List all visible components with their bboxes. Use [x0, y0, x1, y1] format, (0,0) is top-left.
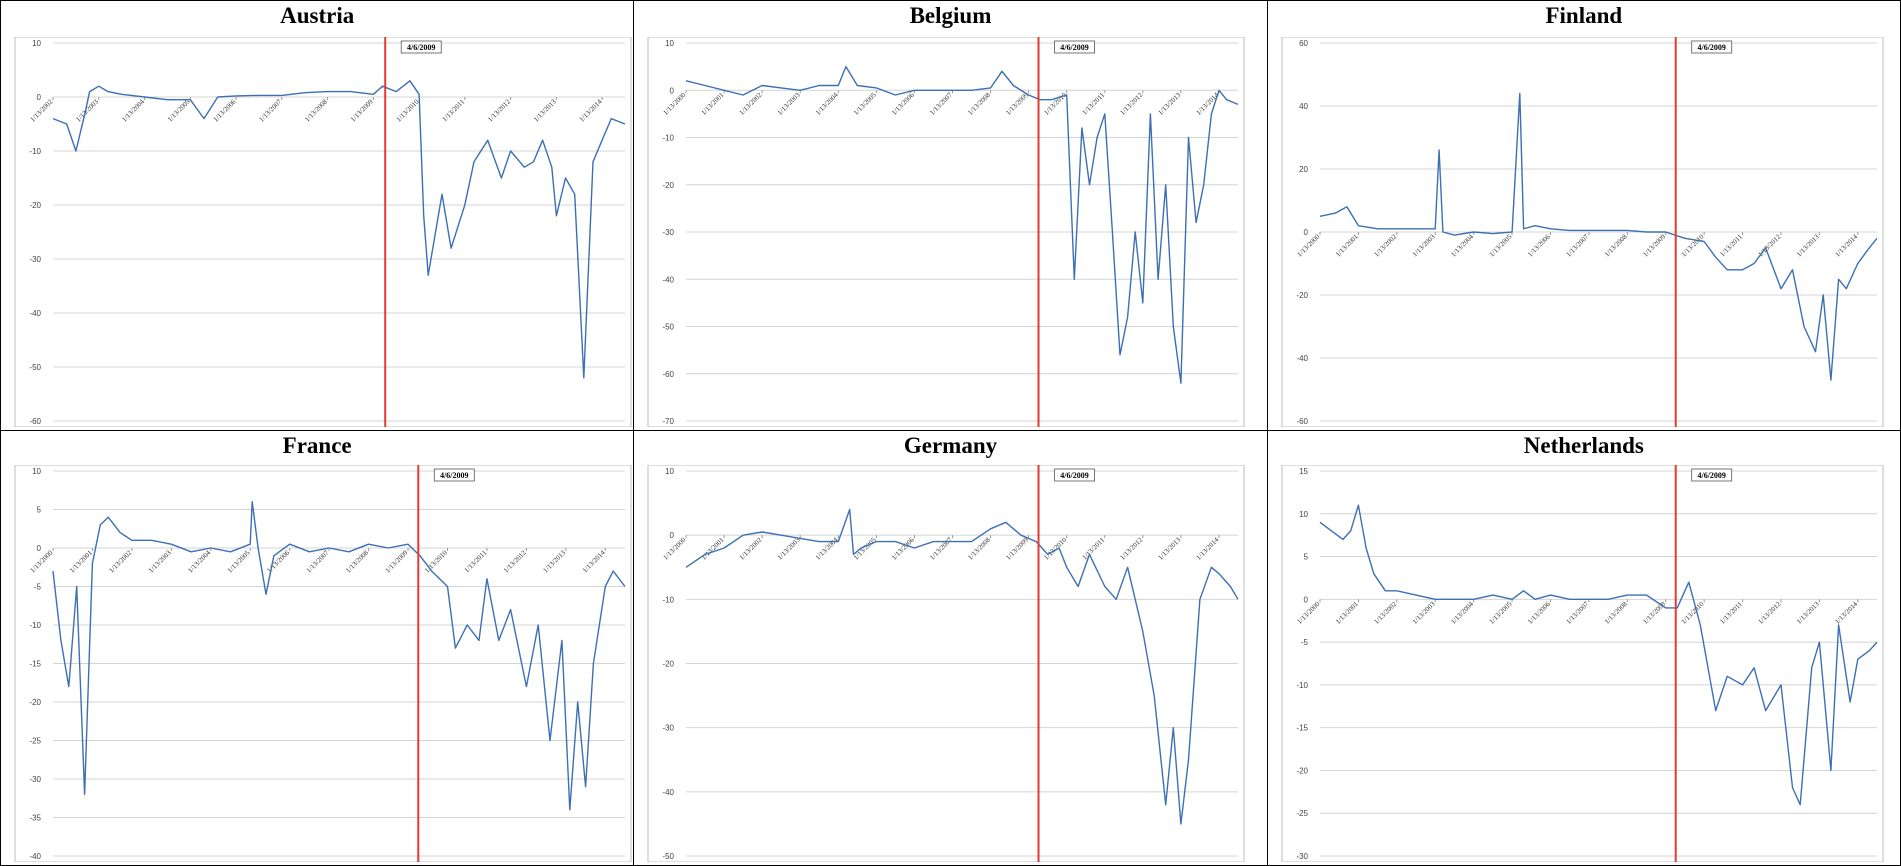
- event-marker-box: [1690, 468, 1732, 482]
- panel-title-netherlands: Netherlands: [1523, 433, 1644, 458]
- y-tick-label: -35: [29, 814, 41, 823]
- y-tick-label: -25: [29, 737, 41, 746]
- panel-title-germany: Germany: [903, 433, 998, 458]
- event-marker-box: [1054, 40, 1096, 54]
- y-tick-label: -15: [29, 660, 41, 669]
- y-tick-label: -30: [663, 228, 675, 237]
- event-marker-label: 4/6/2009: [407, 43, 435, 52]
- y-tick-label: 20: [1299, 165, 1308, 174]
- y-tick-label: 0: [670, 86, 675, 95]
- y-tick-label: -60: [29, 417, 41, 426]
- panel-france: France 10 5 0 -5 -10 -15 -20 -25 -30 -35 -40 1/13/20…: [0, 430, 635, 866]
- y-tick-label: -40: [29, 309, 41, 318]
- y-tick-label: -30: [29, 255, 41, 264]
- y-tick-label: -40: [663, 788, 675, 797]
- y-tick-label: -20: [1296, 766, 1308, 775]
- y-tick-label: -10: [29, 621, 41, 630]
- chart-belgium: 100-10-20-30-40-50-60-701/13/2000 1/13/20…: [647, 37, 1245, 427]
- plot-area: [14, 37, 632, 427]
- y-tick-label: -25: [1296, 809, 1308, 818]
- event-marker-label: 4/6/2009: [1061, 471, 1089, 480]
- chart-austria: 100-10-20-30-40-50-601/13/2002 1/13/2003 1…: [14, 37, 632, 427]
- y-tick-label: -50: [663, 323, 675, 332]
- event-marker-box: [433, 468, 475, 482]
- data-series-line: [685, 508, 1239, 825]
- y-tick-label: 60: [1299, 39, 1308, 48]
- chart-germany: 100-10-20-30-40-501/13/2000 1/13/2001 1/13…: [647, 465, 1245, 862]
- event-marker-box: [1054, 468, 1096, 482]
- y-tick-label: 10: [32, 39, 41, 48]
- panel-title-austria: Austria: [280, 3, 355, 28]
- event-marker-box: [400, 40, 442, 54]
- y-tick-label: 0: [37, 544, 42, 553]
- y-tick-label: -20: [663, 660, 675, 669]
- y-tick-label: 0: [37, 93, 42, 102]
- y-tick-label: 10: [1299, 510, 1308, 519]
- y-tick-label: -10: [663, 134, 675, 143]
- y-tick-label: 10: [665, 467, 674, 476]
- y-tick-label: -40: [29, 852, 41, 861]
- y-tick-label: 10: [665, 39, 674, 48]
- plot-area: [1281, 465, 1884, 862]
- y-tick-label: -10: [663, 595, 675, 604]
- panel-title-france: France: [282, 433, 352, 458]
- y-tick-label: 0: [1303, 228, 1308, 237]
- panel-finland: Finland 60 40 20 0 -20 -40 -60 1/13/2000 1/13/200…: [1266, 0, 1901, 431]
- y-tick-label: -5: [34, 583, 42, 592]
- event-marker-label: 4/6/2009: [440, 471, 468, 480]
- event-marker-label: 4/6/2009: [1697, 471, 1725, 480]
- panel-netherlands: Netherlands 15 10 5 0 -5 -10 -15 -20 -25 -30 1/13/2…: [1266, 430, 1901, 866]
- y-tick-label: -20: [663, 181, 675, 190]
- y-tick-label: -10: [1296, 681, 1308, 690]
- data-series-line: [52, 80, 626, 379]
- y-tick-label: 10: [32, 467, 41, 476]
- data-series-line: [686, 65, 1239, 384]
- y-tick-label: -40: [1296, 354, 1308, 363]
- y-tick-label: 5: [1303, 553, 1308, 562]
- y-tick-label: -50: [29, 363, 41, 372]
- y-tick-label: -50: [663, 852, 675, 861]
- y-tick-label: -30: [663, 724, 675, 733]
- panel-austria: Austria 10 0 -10 -20 -30 -40 -50 -60 1/13/2002 1/1…: [0, 0, 635, 431]
- data-series-line: [1319, 504, 1878, 806]
- y-tick-label: -70: [663, 417, 675, 426]
- y-tick-label: -40: [663, 275, 675, 284]
- y-tick-label: 0: [1303, 595, 1308, 604]
- y-tick-label: -20: [1296, 291, 1308, 300]
- y-tick-label: -15: [1296, 724, 1308, 733]
- data-series-line: [1319, 92, 1878, 381]
- panel-title-finland: Finland: [1545, 3, 1623, 28]
- panel-belgium: Belgium 10 0 -10 -20 -30 -40 -50 -60 -70 1/13/2000…: [633, 0, 1268, 431]
- y-tick-label: -20: [29, 698, 41, 707]
- panel-title-belgium: Belgium: [909, 3, 992, 28]
- y-tick-label: -10: [29, 147, 41, 156]
- y-tick-label: 15: [1299, 467, 1308, 476]
- y-tick-label: -5: [1301, 638, 1309, 647]
- y-tick-label: -20: [29, 201, 41, 210]
- y-tick-label: -30: [1296, 852, 1308, 861]
- y-tick-label: 0: [670, 531, 675, 540]
- event-marker-label: 4/6/2009: [1061, 43, 1089, 52]
- event-marker-label: 4/6/2009: [1697, 43, 1725, 52]
- data-series-line: [52, 501, 626, 811]
- panel-germany: Germany 10 0 -10 -20 -30 -40 -50 1/13/2000 1/13/2…: [633, 430, 1268, 866]
- y-tick-label: -60: [1296, 417, 1308, 426]
- y-tick-label: 40: [1299, 102, 1308, 111]
- y-tick-label: -30: [29, 775, 41, 784]
- y-tick-label: 5: [37, 506, 42, 515]
- event-marker-box: [1690, 40, 1732, 54]
- y-tick-label: -60: [663, 370, 675, 379]
